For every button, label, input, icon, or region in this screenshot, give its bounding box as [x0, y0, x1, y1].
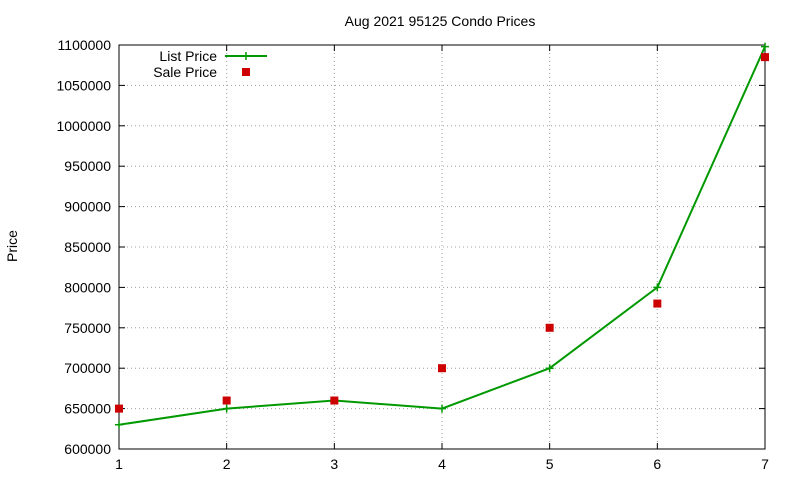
y-tick-label: 850000: [64, 239, 111, 255]
sale-price-point: [438, 364, 446, 373]
x-tick-label: 7: [761, 456, 769, 472]
y-tick-label: 1100000: [58, 37, 112, 53]
list-price-point: [545, 364, 554, 373]
legend-swatch-square: [242, 68, 250, 76]
legend-swatch-plus: [242, 52, 250, 60]
list-price-point: [438, 404, 446, 413]
y-tick-label: 1000000: [56, 118, 111, 134]
list-price-point: [653, 283, 662, 292]
y-tick-label: 650000: [64, 401, 111, 417]
sale-price-point: [222, 396, 231, 405]
sale-price-point: [653, 299, 662, 308]
y-tick-label: 800000: [64, 279, 111, 295]
sale-price-point: [115, 404, 123, 413]
list-price-point: [761, 42, 769, 51]
y-axis-label: Price: [4, 230, 20, 262]
x-tick-label: 6: [653, 456, 661, 472]
x-tick-label: 4: [438, 456, 446, 472]
y-tick-label: 700000: [64, 360, 111, 376]
legend-label: List Price: [159, 48, 217, 64]
chart-title: Aug 2021 95125 Condo Prices: [345, 13, 536, 29]
sale-price-point: [545, 323, 554, 332]
y-tick-label: 900000: [64, 199, 111, 215]
legend-label: Sale Price: [153, 64, 217, 80]
x-tick-label: 5: [546, 456, 554, 472]
list-price-point: [222, 404, 231, 413]
y-tick-label: 750000: [64, 320, 111, 336]
x-tick-label: 3: [330, 456, 338, 472]
y-tick-label: 950000: [64, 158, 111, 174]
list-price-point: [115, 420, 123, 429]
sale-price-point: [761, 53, 769, 62]
y-tick-label: 1050000: [56, 77, 111, 93]
x-tick-label: 2: [223, 456, 231, 472]
x-tick-label: 1: [115, 456, 123, 472]
sale-price-point: [330, 396, 339, 405]
y-tick-label: 600000: [64, 441, 111, 457]
